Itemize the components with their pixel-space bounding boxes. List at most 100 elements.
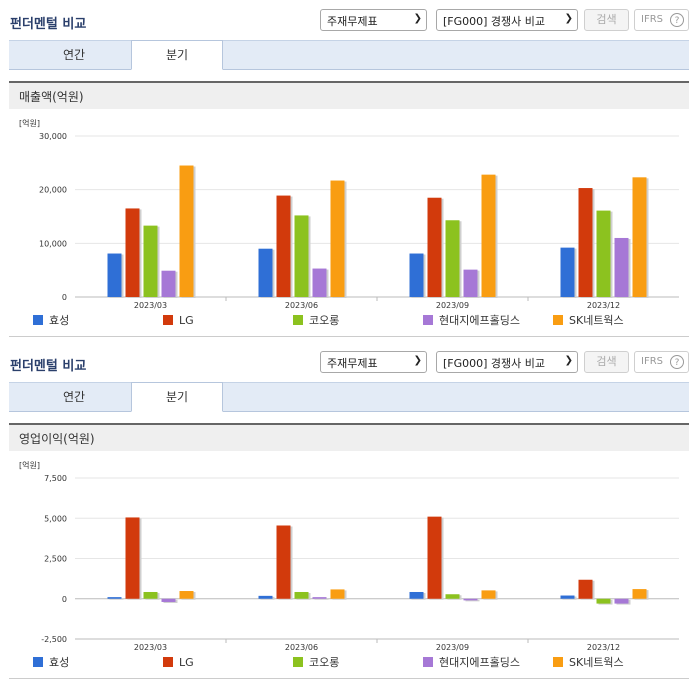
bar-2-4 bbox=[481, 174, 496, 297]
bar-0-4 bbox=[179, 591, 194, 599]
bar-1-3 bbox=[312, 597, 327, 599]
legend-swatch bbox=[163, 657, 173, 667]
peer-group-select-value: [FG000] 경쟁사 비교 bbox=[443, 357, 546, 370]
bar-3-4 bbox=[632, 589, 647, 599]
chevron-down-icon: ❯ bbox=[564, 355, 573, 366]
ifrs-label: IFRS bbox=[641, 14, 663, 25]
panel-divider bbox=[9, 678, 689, 679]
legend-swatch bbox=[33, 315, 43, 325]
statement-select[interactable]: 주재무제표 ❯ bbox=[320, 9, 427, 31]
bar-1-4 bbox=[330, 180, 345, 297]
legend-label: LG bbox=[179, 656, 194, 669]
legend-label: SK네트웍스 bbox=[569, 314, 624, 327]
tab-annual[interactable]: 연간 bbox=[62, 390, 86, 404]
peer-group-select-value: [FG000] 경쟁사 비교 bbox=[443, 15, 546, 28]
sales-chart: [억원] 0 10,000 20,000 30,000 2023/03 2023/06 202… bbox=[19, 118, 679, 310]
x-tick-label: 2023/03 bbox=[134, 301, 167, 310]
legend-item[interactable]: 코오롱 bbox=[293, 313, 339, 329]
legend-item[interactable]: 효성 bbox=[33, 655, 69, 671]
legend-item[interactable]: 효성 bbox=[33, 313, 69, 329]
bar-1-4 bbox=[330, 589, 345, 599]
legend-swatch bbox=[553, 657, 563, 667]
legend-swatch bbox=[293, 657, 303, 667]
x-tick-label: 2023/06 bbox=[285, 643, 318, 652]
legend-label: 효성 bbox=[49, 314, 70, 327]
unit-label: [억원] bbox=[19, 460, 40, 470]
operating-profit-chart: [억원] -2,500 0 2,500 5,000 7,500 2023/03 2023/06… bbox=[19, 460, 679, 652]
search-button[interactable]: 검색 bbox=[584, 9, 629, 31]
chart-title: 매출액(억원) bbox=[9, 81, 689, 109]
x-tick-label: 2023/12 bbox=[587, 301, 620, 310]
legend-label: 효성 bbox=[49, 656, 70, 669]
bar-shadow bbox=[314, 598, 329, 600]
x-tick-label: 2023/12 bbox=[587, 643, 620, 652]
bar-2-0 bbox=[409, 253, 424, 297]
chevron-down-icon: ❯ bbox=[413, 13, 422, 24]
bar-1-3 bbox=[312, 268, 327, 297]
tab-quarterly[interactable]: 분기 bbox=[131, 382, 223, 412]
legend-label: 현대지에프홀딩스 bbox=[439, 656, 520, 669]
bar-1-0 bbox=[258, 248, 273, 297]
bar-1-1 bbox=[276, 525, 291, 599]
y-tick-label: 7,500 bbox=[44, 474, 67, 483]
ifrs-button[interactable]: IFRS ? bbox=[634, 351, 689, 373]
x-tick-label: 2023/06 bbox=[285, 301, 318, 310]
x-tick-label: 2023/03 bbox=[134, 643, 167, 652]
x-tick-label: 2023/09 bbox=[436, 643, 469, 652]
legend-label: 코오롱 bbox=[309, 314, 340, 327]
legend-label: 코오롱 bbox=[309, 656, 340, 669]
bar-3-1 bbox=[578, 579, 593, 599]
y-tick-label: 0 bbox=[62, 293, 67, 302]
y-tick-label: 0 bbox=[62, 595, 67, 604]
search-button[interactable]: 검색 bbox=[584, 351, 629, 373]
bar-3-2 bbox=[596, 598, 611, 604]
peer-group-select[interactable]: [FG000] 경쟁사 비교 ❯ bbox=[436, 9, 578, 31]
bar-0-1 bbox=[125, 208, 140, 297]
chart-title: 영업이익(억원) bbox=[9, 423, 689, 451]
bar-1-2 bbox=[294, 591, 309, 599]
panel-header: 펀더멘털 비교 주재무제표 ❯ [FG000] 경쟁사 비교 ❯ 검색 IFRS… bbox=[0, 0, 696, 32]
bar-1-2 bbox=[294, 215, 309, 297]
bar-1-0 bbox=[258, 595, 273, 599]
statement-select[interactable]: 주재무제표 ❯ bbox=[320, 351, 427, 373]
legend-swatch bbox=[553, 315, 563, 325]
legend-item[interactable]: SK네트웍스 bbox=[553, 655, 624, 671]
peer-group-select[interactable]: [FG000] 경쟁사 비교 ❯ bbox=[436, 351, 578, 373]
bar-2-1 bbox=[427, 197, 442, 297]
legend-swatch bbox=[293, 315, 303, 325]
tab-quarterly[interactable]: 분기 bbox=[131, 40, 223, 70]
panel-title: 펀더멘털 비교 bbox=[10, 359, 87, 374]
legend-label: LG bbox=[179, 314, 194, 327]
ifrs-label: IFRS bbox=[641, 356, 663, 367]
bar-0-2 bbox=[143, 225, 158, 297]
bar-0-3 bbox=[161, 270, 176, 297]
bar-2-2 bbox=[445, 594, 460, 599]
legend-label: SK네트웍스 bbox=[569, 656, 624, 669]
bar-3-3 bbox=[614, 598, 629, 604]
tab-annual[interactable]: 연간 bbox=[62, 48, 86, 62]
ifrs-button[interactable]: IFRS ? bbox=[634, 9, 689, 31]
fundamental-panel-sales: 펀더멘털 비교 주재무제표 ❯ [FG000] 경쟁사 비교 ❯ 검색 IFRS… bbox=[0, 0, 696, 337]
panel-divider bbox=[9, 336, 689, 337]
statement-select-value: 주재무제표 bbox=[327, 357, 378, 370]
bar-2-4 bbox=[481, 590, 496, 599]
bar-shadow bbox=[109, 598, 124, 600]
y-tick-label: -2,500 bbox=[41, 635, 67, 644]
bar-0-3 bbox=[161, 598, 176, 602]
legend-item[interactable]: SK네트웍스 bbox=[553, 313, 624, 329]
y-tick-label: 30,000 bbox=[39, 132, 67, 141]
legend-item[interactable]: 코오롱 bbox=[293, 655, 339, 671]
legend-item[interactable]: LG bbox=[163, 655, 194, 671]
legend-item[interactable]: 현대지에프홀딩스 bbox=[423, 655, 520, 671]
bar-1-1 bbox=[276, 195, 291, 297]
legend-swatch bbox=[33, 657, 43, 667]
legend-item[interactable]: 현대지에프홀딩스 bbox=[423, 313, 520, 329]
bar-3-0 bbox=[560, 595, 575, 599]
legend-item[interactable]: LG bbox=[163, 313, 194, 329]
unit-label: [억원] bbox=[19, 118, 40, 128]
legend-label: 현대지에프홀딩스 bbox=[439, 314, 520, 327]
chart-legend: 효성 LG 코오롱 현대지에프홀딩스 SK네트웍스 bbox=[9, 655, 689, 671]
bar-2-3 bbox=[463, 269, 478, 297]
bar-0-0 bbox=[107, 597, 122, 599]
bar-3-4 bbox=[632, 177, 647, 297]
